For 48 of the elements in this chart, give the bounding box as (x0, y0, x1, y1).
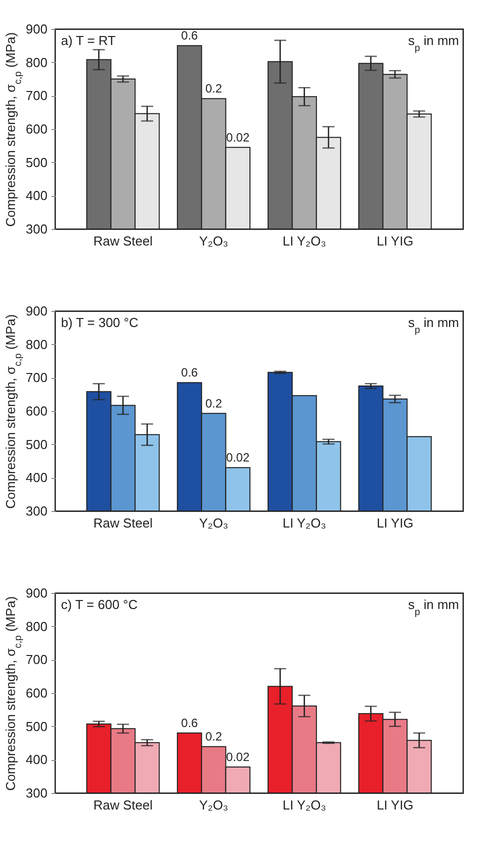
x-tick-label: Y₂O₃ (199, 516, 228, 530)
x-tick-label: LI Y₂O₃ (282, 234, 326, 248)
y-tick-label: 500 (26, 154, 48, 170)
y-tick-label: 900 (26, 304, 48, 318)
x-tick-label: LI YIG (376, 516, 414, 530)
series-label: 0.6 (181, 716, 198, 730)
y-tick-label: 800 (26, 336, 48, 352)
series-label: 0.6 (181, 366, 198, 380)
y-tick-label: 400 (26, 188, 48, 204)
series-label: 0.02 (226, 750, 250, 764)
y-tick-label: 300 (26, 222, 48, 236)
y-tick-label: 600 (26, 404, 48, 418)
y-tick-label: 400 (26, 752, 48, 768)
y-tick-label: 600 (26, 686, 48, 700)
series-label: 0.2 (205, 396, 222, 410)
series-label: 0.02 (226, 130, 250, 144)
y-tick-label: 300 (26, 786, 48, 800)
legend-title: s$_{p}$ in mm (408, 315, 459, 336)
y-tick-label: 700 (26, 652, 48, 668)
y-tick-label: 800 (26, 54, 48, 70)
y-tick-label: 700 (26, 88, 48, 104)
legend-title: s$_{p}$ in mm (408, 33, 459, 54)
y-tick-label: 300 (26, 504, 48, 518)
series-label: 0.2 (205, 730, 222, 744)
y-tick-label: 500 (26, 436, 48, 452)
chart-title: c) T = 600 °C (61, 597, 138, 612)
x-tick-label: Y₂O₃ (199, 798, 228, 812)
series-label: 0.02 (226, 450, 250, 465)
x-tick-label: Raw Steel (93, 798, 153, 812)
y-tick-label: 400 (26, 470, 48, 486)
y-tick-label: 600 (26, 122, 48, 136)
x-tick-label: LI YIG (376, 798, 414, 812)
series-label: 0.6 (181, 28, 198, 43)
y-tick-label: 800 (26, 618, 48, 634)
y-tick-label: 500 (26, 718, 48, 734)
x-tick-label: Raw Steel (93, 516, 153, 530)
x-tick-label: Y₂O₃ (199, 234, 228, 248)
y-tick-label: 900 (26, 22, 48, 36)
y-tick-label: 900 (26, 586, 48, 600)
legend-title: s$_{p}$ in mm (408, 597, 459, 618)
x-tick-label: Raw Steel (93, 234, 153, 248)
y-tick-label: 700 (26, 370, 48, 386)
x-tick-label: LI YIG (376, 234, 414, 248)
chart-title: b) T = 300 °C (61, 315, 138, 330)
x-tick-label: LI Y₂O₃ (282, 516, 326, 530)
x-tick-label: LI Y₂O₃ (282, 798, 326, 812)
chart-title: a) T = RT (61, 33, 116, 48)
series-label: 0.2 (205, 82, 222, 96)
